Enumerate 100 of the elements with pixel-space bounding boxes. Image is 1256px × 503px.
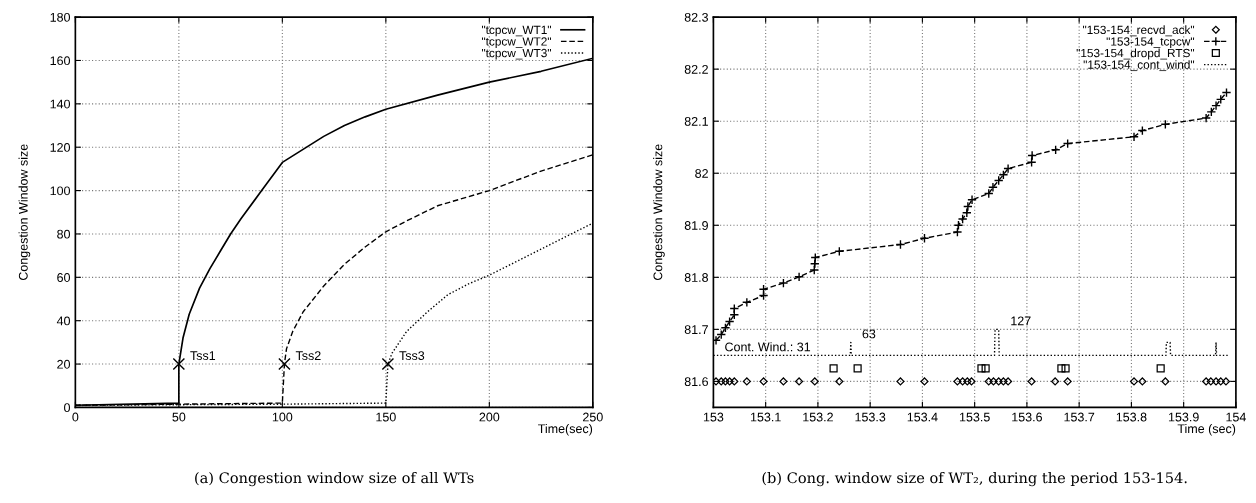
text: (b) Cong. window size of WT₂, during the period 153-154. — [762, 471, 1187, 487]
y-tick-label: 81.9 — [684, 221, 708, 230]
point — [1206, 377, 1215, 386]
y-tick-label: 0 — [64, 403, 71, 413]
y-tick-label: 160 — [50, 56, 71, 66]
y-tick-label: 140 — [50, 99, 71, 109]
annotation: 127 — [1011, 316, 1031, 326]
legend-label: "tcpcw_WT1" — [481, 25, 552, 37]
y-tick-label: 81.7 — [684, 325, 708, 335]
annotation: Tss1 — [190, 351, 216, 361]
y-axis-title: Congestion Window size — [653, 144, 665, 281]
point — [1004, 377, 1013, 386]
point — [1156, 364, 1165, 373]
point — [1057, 364, 1066, 373]
x-tick-label: 0 — [72, 412, 79, 422]
x-tick-label: 250 — [583, 412, 603, 422]
point — [1202, 377, 1211, 386]
x-tick-label: 153.3 — [855, 412, 886, 422]
x-tick-label: 154 — [1226, 412, 1246, 422]
x-axis-title: Time (sec) — [1177, 423, 1236, 436]
point — [835, 377, 844, 386]
point — [829, 364, 838, 373]
annotation: Cont. Wind.: 31 — [725, 342, 811, 352]
point — [1051, 377, 1060, 386]
point — [1211, 377, 1221, 386]
point — [1221, 377, 1231, 386]
y-tick-label: 81.8 — [684, 273, 709, 282]
y-tick-label: 82.2 — [684, 64, 708, 74]
point — [1063, 377, 1072, 386]
legend-label: "153-154_recvd_ack" — [1083, 25, 1195, 37]
legend-label: "153-154_tcpcw" — [1106, 37, 1195, 48]
text: (a) Congestion window size of all WTs — [195, 471, 474, 487]
point — [741, 297, 752, 308]
point — [981, 364, 990, 373]
point — [795, 377, 804, 386]
x-axis-title: Time(sec) — [538, 423, 593, 436]
x-tick-label: 153.9 — [1168, 412, 1199, 422]
point — [794, 271, 804, 282]
point — [1050, 144, 1061, 155]
y-tick-label: 120 — [50, 143, 71, 152]
point — [717, 377, 726, 386]
y-tick-label: 81.6 — [684, 377, 708, 387]
x-tick-label: 153 — [703, 412, 724, 422]
point — [999, 377, 1008, 386]
point — [810, 377, 819, 386]
legend-label: "tcpcw_WT2" — [481, 37, 552, 48]
point — [984, 377, 993, 386]
annotation: 63 — [862, 329, 876, 339]
point — [953, 377, 962, 386]
point — [742, 377, 751, 386]
y-tick-label: 60 — [57, 273, 71, 282]
x-tick-label: 153.8 — [1116, 412, 1147, 422]
legend-label: "153-154_cont_wind" — [1083, 60, 1195, 72]
y-tick-label: 20 — [57, 359, 71, 369]
x-tick-label: 153.4 — [907, 412, 938, 422]
y-tick-label: 82.1 — [684, 116, 708, 126]
x-tick-label: 153.5 — [959, 412, 990, 422]
y-tick-label: 82.3 — [684, 12, 708, 22]
x-tick-label: 150 — [376, 412, 396, 422]
annotation: Tss2 — [295, 351, 321, 361]
y-axis-title: Congestion Window size — [18, 144, 31, 281]
point — [989, 377, 998, 386]
point — [963, 377, 972, 386]
x-tick-label: 50 — [172, 412, 186, 422]
point — [977, 364, 986, 373]
point — [778, 278, 789, 288]
point — [759, 377, 768, 386]
point — [967, 377, 976, 386]
y-tick-label: 180 — [50, 12, 71, 22]
x-tick-label: 153.6 — [1012, 412, 1042, 422]
x-tick-label: 153.1 — [750, 412, 781, 422]
point — [1216, 377, 1225, 386]
point — [1129, 377, 1139, 386]
point — [1027, 377, 1036, 386]
annotation: Tss3 — [399, 351, 425, 361]
point — [994, 377, 1003, 386]
y-tick-label: 82 — [695, 169, 708, 178]
point — [779, 377, 788, 386]
x-tick-label: 200 — [479, 412, 500, 422]
x-tick-label: 153.7 — [1064, 412, 1095, 422]
point — [1161, 377, 1170, 386]
legend-label: "153-154_dropd_RTS" — [1076, 48, 1195, 60]
y-tick-label: 100 — [50, 186, 71, 196]
legend-label: "tcpcw_WT3" — [481, 48, 552, 60]
point — [952, 227, 963, 237]
y-tick-label: 40 — [56, 316, 71, 326]
point — [1061, 364, 1070, 373]
x-tick-label: 100 — [272, 412, 293, 422]
point — [958, 377, 967, 386]
point — [1027, 150, 1037, 161]
point — [725, 377, 734, 386]
point — [920, 377, 929, 386]
y-tick-label: 80 — [57, 229, 71, 239]
point — [730, 377, 739, 386]
point — [896, 377, 905, 386]
point — [721, 377, 730, 386]
point — [853, 364, 862, 373]
point — [1138, 377, 1147, 386]
x-tick-label: 153.2 — [803, 412, 833, 422]
point — [1129, 131, 1139, 142]
